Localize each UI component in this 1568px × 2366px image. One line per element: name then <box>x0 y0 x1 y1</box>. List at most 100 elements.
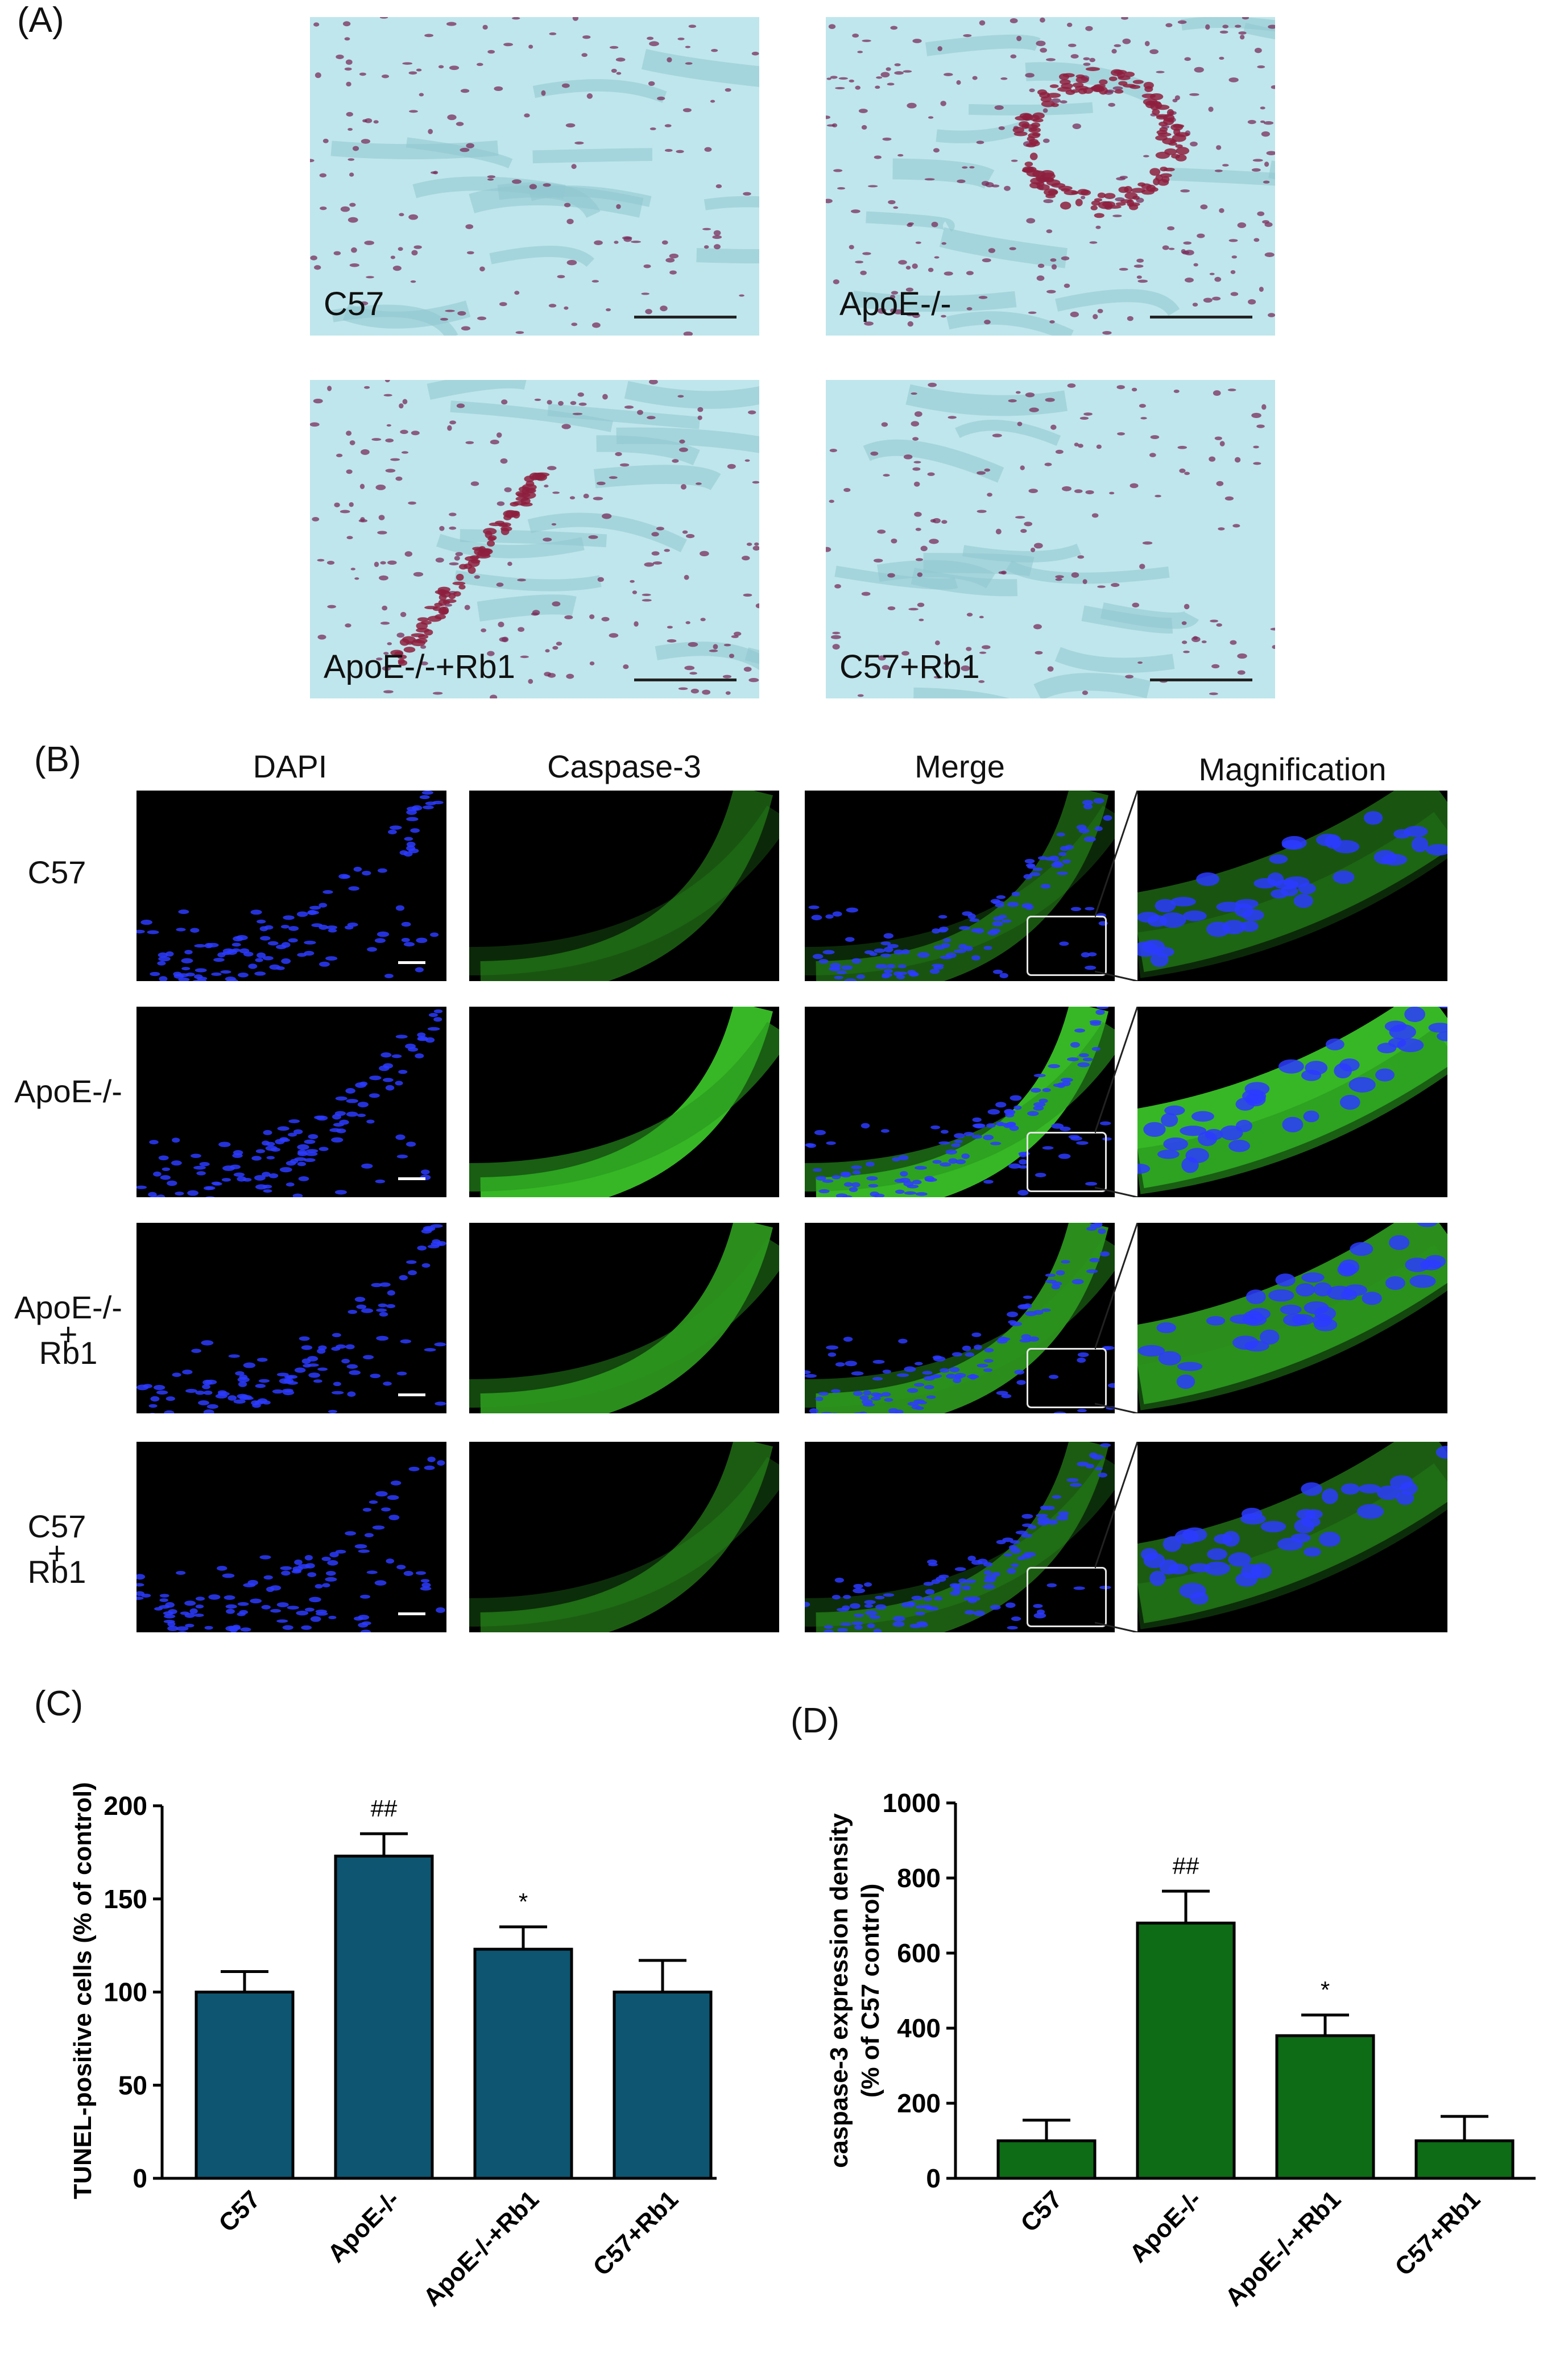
dapi-nucleus <box>345 1344 355 1350</box>
dapi-nucleus <box>874 948 886 953</box>
dapi-nucleus <box>1011 1616 1021 1622</box>
dapi-nucleus <box>311 923 323 928</box>
nucleus <box>408 110 418 113</box>
dapi-nucleus <box>932 928 941 934</box>
dapi-nucleus <box>1197 1131 1218 1147</box>
nucleus <box>636 410 643 415</box>
nucleus <box>630 580 635 583</box>
dapi-nucleus <box>156 1390 168 1395</box>
nucleus <box>667 639 677 643</box>
row-label-c57-rb1: C57 + Rb1 <box>11 1509 102 1588</box>
nucleus <box>697 415 702 420</box>
nucleus <box>1136 258 1144 263</box>
dapi-nucleus <box>301 1345 313 1350</box>
nucleus <box>1020 528 1027 533</box>
dapi-nucleus <box>153 1171 162 1177</box>
dapi-nucleus <box>1282 1116 1304 1133</box>
column-header-dapi: DAPI <box>253 748 328 784</box>
dapi-nucleus <box>1294 1519 1315 1533</box>
dapi-nucleus <box>1005 1112 1015 1118</box>
dapi-nucleus <box>369 1076 382 1081</box>
tissue-fiber <box>1180 17 1275 32</box>
dapi-nucleus <box>322 1583 330 1588</box>
nucleus <box>876 76 883 79</box>
nucleus <box>1011 159 1018 162</box>
dapi-nucleus <box>141 1593 151 1598</box>
nucleus <box>914 411 922 417</box>
dapi-nucleus <box>404 837 413 841</box>
nucleus <box>359 72 366 76</box>
dapi-nucleus <box>390 1480 402 1486</box>
stained-cell <box>398 658 405 664</box>
dapi-nucleus <box>1321 1488 1338 1504</box>
dapi-nucleus <box>221 1178 231 1182</box>
dapi-nucleus <box>434 1342 446 1347</box>
nucleus <box>678 687 688 690</box>
dapi-nucleus <box>1033 1102 1046 1107</box>
dapi-nucleus <box>900 1170 908 1177</box>
dapi-nucleus <box>1191 1111 1214 1122</box>
dapi-nucleus <box>235 1371 245 1376</box>
stained-cell <box>1048 190 1058 195</box>
dapi-nucleus <box>1085 965 1097 970</box>
dapi-nucleus <box>822 1179 834 1183</box>
nucleus <box>982 645 991 650</box>
dapi-nucleus <box>1099 1251 1110 1257</box>
nucleus <box>966 271 974 275</box>
dapi-nucleus <box>313 1379 322 1383</box>
nucleus <box>672 459 679 463</box>
dapi-nucleus <box>983 1584 995 1590</box>
nucleus <box>727 464 736 469</box>
nucleus <box>466 143 474 148</box>
dapi-nucleus <box>911 1595 923 1600</box>
nucleus <box>591 280 599 283</box>
nucleus <box>829 499 834 503</box>
nucleus <box>327 386 332 391</box>
nucleus <box>558 400 564 406</box>
stained-cell <box>1075 74 1085 78</box>
tissue-fiber <box>489 246 595 267</box>
dapi-nucleus <box>992 900 1004 905</box>
nucleus <box>1043 199 1053 204</box>
dapi-nucleus <box>225 1604 237 1609</box>
nucleus <box>1010 18 1018 23</box>
nucleus <box>479 266 485 272</box>
dapi-nucleus <box>408 848 419 854</box>
nucleus <box>1055 449 1064 454</box>
nucleus <box>317 634 326 640</box>
connector-line <box>1095 1223 1139 1350</box>
dapi-nucleus <box>846 907 858 913</box>
nucleus <box>477 316 487 320</box>
nucleus <box>1184 603 1190 610</box>
nucleus <box>1253 238 1260 242</box>
stained-cell <box>1050 183 1066 188</box>
stained-cell <box>1161 176 1170 183</box>
dapi-nucleus <box>942 938 951 942</box>
nucleus <box>1082 579 1087 584</box>
nucleus <box>924 178 935 181</box>
dapi-nucleus <box>395 1081 403 1086</box>
green-signal-band <box>480 1223 773 1413</box>
nucleus <box>928 267 934 272</box>
dapi-nucleus <box>945 952 957 958</box>
dapi-nucleus <box>1305 1061 1328 1076</box>
nucleus <box>313 22 320 27</box>
nucleus <box>754 542 759 546</box>
dapi-nucleus <box>335 1096 347 1101</box>
row-label-apoe: ApoE-/- <box>11 1074 125 1108</box>
nucleus <box>1037 263 1045 268</box>
nucleus <box>494 86 503 92</box>
stained-cell <box>416 627 430 633</box>
nucleus <box>589 614 595 619</box>
dapi-nucleus <box>286 1375 298 1379</box>
dapi-nucleus <box>1356 1504 1384 1519</box>
nucleus <box>327 605 336 609</box>
fluorescence-texture <box>136 791 444 981</box>
nucleus <box>1252 159 1263 162</box>
dapi-nucleus <box>904 1366 916 1372</box>
dapi-nucleus <box>217 1566 227 1571</box>
dapi-nucleus <box>1095 1010 1105 1015</box>
dapi-nucleus <box>136 929 145 934</box>
bar <box>473 1947 573 2180</box>
dapi-nucleus <box>347 922 358 927</box>
